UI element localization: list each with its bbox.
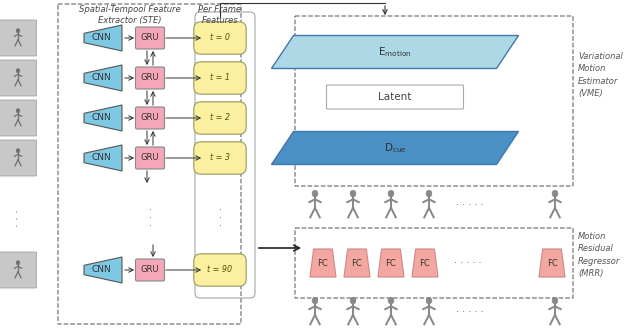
FancyBboxPatch shape	[194, 254, 246, 286]
Polygon shape	[378, 249, 404, 277]
Ellipse shape	[16, 109, 20, 113]
FancyBboxPatch shape	[136, 107, 164, 129]
Text: CNN: CNN	[91, 266, 111, 275]
Text: t = 2: t = 2	[210, 114, 230, 123]
Ellipse shape	[388, 190, 394, 197]
Text: · · ·: · · ·	[13, 209, 23, 227]
Text: Latent: Latent	[378, 92, 412, 102]
Text: t = 3: t = 3	[210, 153, 230, 162]
Text: GRU: GRU	[141, 153, 159, 162]
FancyBboxPatch shape	[326, 85, 463, 109]
Text: FC: FC	[317, 259, 328, 268]
Text: CNN: CNN	[91, 153, 111, 162]
Polygon shape	[84, 105, 122, 131]
Ellipse shape	[16, 261, 20, 265]
FancyBboxPatch shape	[0, 100, 36, 136]
Text: FC: FC	[351, 259, 362, 268]
Ellipse shape	[350, 297, 356, 304]
Text: ·
·
·: · · ·	[148, 205, 152, 231]
Polygon shape	[84, 65, 122, 91]
Text: GRU: GRU	[141, 266, 159, 275]
FancyBboxPatch shape	[194, 62, 246, 94]
Ellipse shape	[426, 190, 432, 197]
FancyBboxPatch shape	[0, 140, 36, 176]
Ellipse shape	[16, 29, 20, 33]
Text: t = 1: t = 1	[210, 73, 230, 82]
Ellipse shape	[552, 297, 558, 304]
Ellipse shape	[350, 190, 356, 197]
Text: t = 90: t = 90	[207, 266, 232, 275]
Text: FC: FC	[386, 259, 396, 268]
Text: Motion
Residual
Regressor
(MRR): Motion Residual Regressor (MRR)	[578, 232, 620, 278]
Text: · · · · ·: · · · · ·	[456, 307, 484, 317]
Text: $\mathregular{E_{motion}}$: $\mathregular{E_{motion}}$	[378, 45, 412, 59]
Ellipse shape	[426, 297, 432, 304]
FancyBboxPatch shape	[194, 22, 246, 54]
Text: CNN: CNN	[91, 114, 111, 123]
Polygon shape	[412, 249, 438, 277]
FancyBboxPatch shape	[136, 67, 164, 89]
Text: t = 0: t = 0	[210, 34, 230, 42]
Ellipse shape	[552, 190, 558, 197]
FancyBboxPatch shape	[0, 252, 36, 288]
Polygon shape	[310, 249, 336, 277]
Text: GRU: GRU	[141, 73, 159, 82]
Polygon shape	[84, 257, 122, 283]
Ellipse shape	[16, 149, 20, 153]
FancyBboxPatch shape	[0, 60, 36, 96]
Text: · · · · ·: · · · · ·	[454, 258, 482, 268]
Text: Variational
Motion
Estimator
(VME): Variational Motion Estimator (VME)	[578, 52, 623, 98]
Text: Spatial-Tempool Feature
Extractor (STE): Spatial-Tempool Feature Extractor (STE)	[79, 5, 181, 25]
Polygon shape	[84, 25, 122, 51]
Text: · · · · ·: · · · · ·	[456, 200, 484, 210]
Text: GRU: GRU	[141, 34, 159, 42]
Polygon shape	[84, 145, 122, 171]
Text: CNN: CNN	[91, 34, 111, 42]
Ellipse shape	[388, 297, 394, 304]
Polygon shape	[271, 131, 518, 164]
FancyBboxPatch shape	[194, 142, 246, 174]
FancyBboxPatch shape	[136, 259, 164, 281]
Text: GRU: GRU	[141, 114, 159, 123]
Text: Per Frame
Features: Per Frame Features	[198, 5, 241, 25]
Text: CNN: CNN	[91, 73, 111, 82]
Text: $\mathregular{D_{cue}}$: $\mathregular{D_{cue}}$	[383, 141, 406, 155]
FancyBboxPatch shape	[136, 147, 164, 169]
FancyBboxPatch shape	[0, 20, 36, 56]
FancyBboxPatch shape	[136, 27, 164, 49]
Text: FC: FC	[547, 259, 557, 268]
Ellipse shape	[312, 297, 318, 304]
Polygon shape	[344, 249, 370, 277]
Polygon shape	[271, 36, 518, 68]
Polygon shape	[539, 249, 565, 277]
FancyBboxPatch shape	[194, 102, 246, 134]
Text: ·
·
·: · · ·	[218, 205, 221, 231]
Text: FC: FC	[420, 259, 430, 268]
Ellipse shape	[16, 69, 20, 73]
Ellipse shape	[312, 190, 318, 197]
